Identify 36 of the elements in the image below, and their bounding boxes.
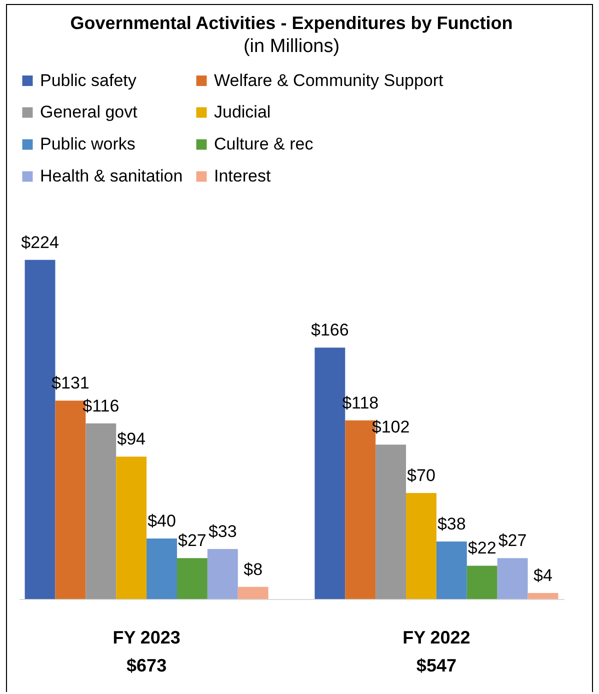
bar [146,538,177,599]
x-tick-label: FY 2022 $547 [402,628,470,676]
bar [238,586,268,599]
bar [466,566,498,599]
data-label: $4 [534,566,552,585]
legend-label: Public safety [40,70,137,90]
bar [376,444,406,599]
bar [176,558,208,599]
data-label: $224 [21,232,59,252]
bar [86,423,116,599]
legend-label: Interest [214,166,271,186]
data-label: $40 [148,511,176,530]
bar [406,493,436,599]
data-label: $8 [244,560,263,579]
bar [528,592,558,599]
bar [207,549,238,599]
data-label: $22 [468,538,496,558]
bar [497,558,528,599]
bar [436,541,467,599]
x-tick-label: FY 2023 $673 [112,628,180,676]
legend-label: Health & sanitation [40,166,183,186]
data-label: $94 [117,430,146,449]
data-label: $38 [437,514,466,534]
data-label: $70 [407,466,436,486]
data-label: $27 [178,531,206,550]
data-label: $166 [310,320,349,340]
data-label: $33 [208,522,237,542]
data-label: $27 [498,531,527,550]
legend-label: Public works [40,134,136,154]
legend-label: Welfare & Community Support [214,70,444,90]
legend-label: General govt [40,102,138,122]
chart-subtitle: (in Millions) [243,36,340,57]
legend-label: Judicial [214,102,271,122]
chart-title: Governmental Activities - Expenditures by Function [70,13,513,33]
bar [116,456,147,599]
legend-label: Culture & rec [214,134,314,154]
